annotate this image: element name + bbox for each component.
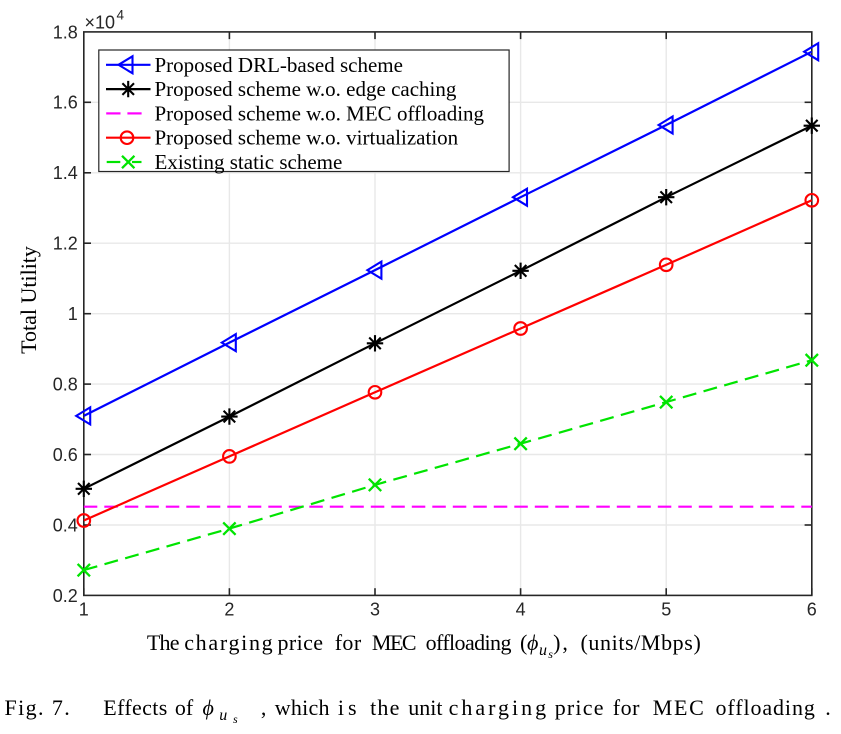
- svg-text:Existing static scheme: Existing static scheme: [155, 150, 343, 174]
- svg-text:0.6: 0.6: [53, 445, 78, 465]
- svg-text:1.6: 1.6: [53, 93, 78, 113]
- svg-text:1: 1: [68, 304, 78, 324]
- svg-text:Total Utility: Total Utility: [16, 246, 41, 354]
- svg-text:2: 2: [224, 600, 234, 620]
- svg-text:Proposed scheme w.o. virtualiz: Proposed scheme w.o. virtualization: [155, 126, 459, 150]
- svg-text:1.8: 1.8: [53, 22, 78, 42]
- svg-text:1.4: 1.4: [53, 163, 78, 183]
- svg-text:1.2: 1.2: [53, 234, 78, 254]
- svg-text:×104: ×10 4: [85, 8, 125, 33]
- svg-text:5: 5: [661, 600, 671, 620]
- svg-text:Proposed scheme w.o. edge cach: Proposed scheme w.o. edge caching: [155, 77, 457, 101]
- svg-text:Proposed scheme w.o. MEC offlo: Proposed scheme w.o. MEC offloading: [155, 101, 485, 125]
- svg-text:3: 3: [370, 600, 380, 620]
- svg-text:0.2: 0.2: [53, 586, 78, 606]
- svg-text:0.4: 0.4: [53, 515, 78, 535]
- svg-text:0.8: 0.8: [53, 375, 78, 395]
- svg-text:4: 4: [516, 600, 526, 620]
- svg-text:Proposed DRL-based scheme: Proposed DRL-based scheme: [155, 53, 403, 77]
- svg-text:6: 6: [807, 600, 817, 620]
- svg-text:1: 1: [79, 600, 89, 620]
